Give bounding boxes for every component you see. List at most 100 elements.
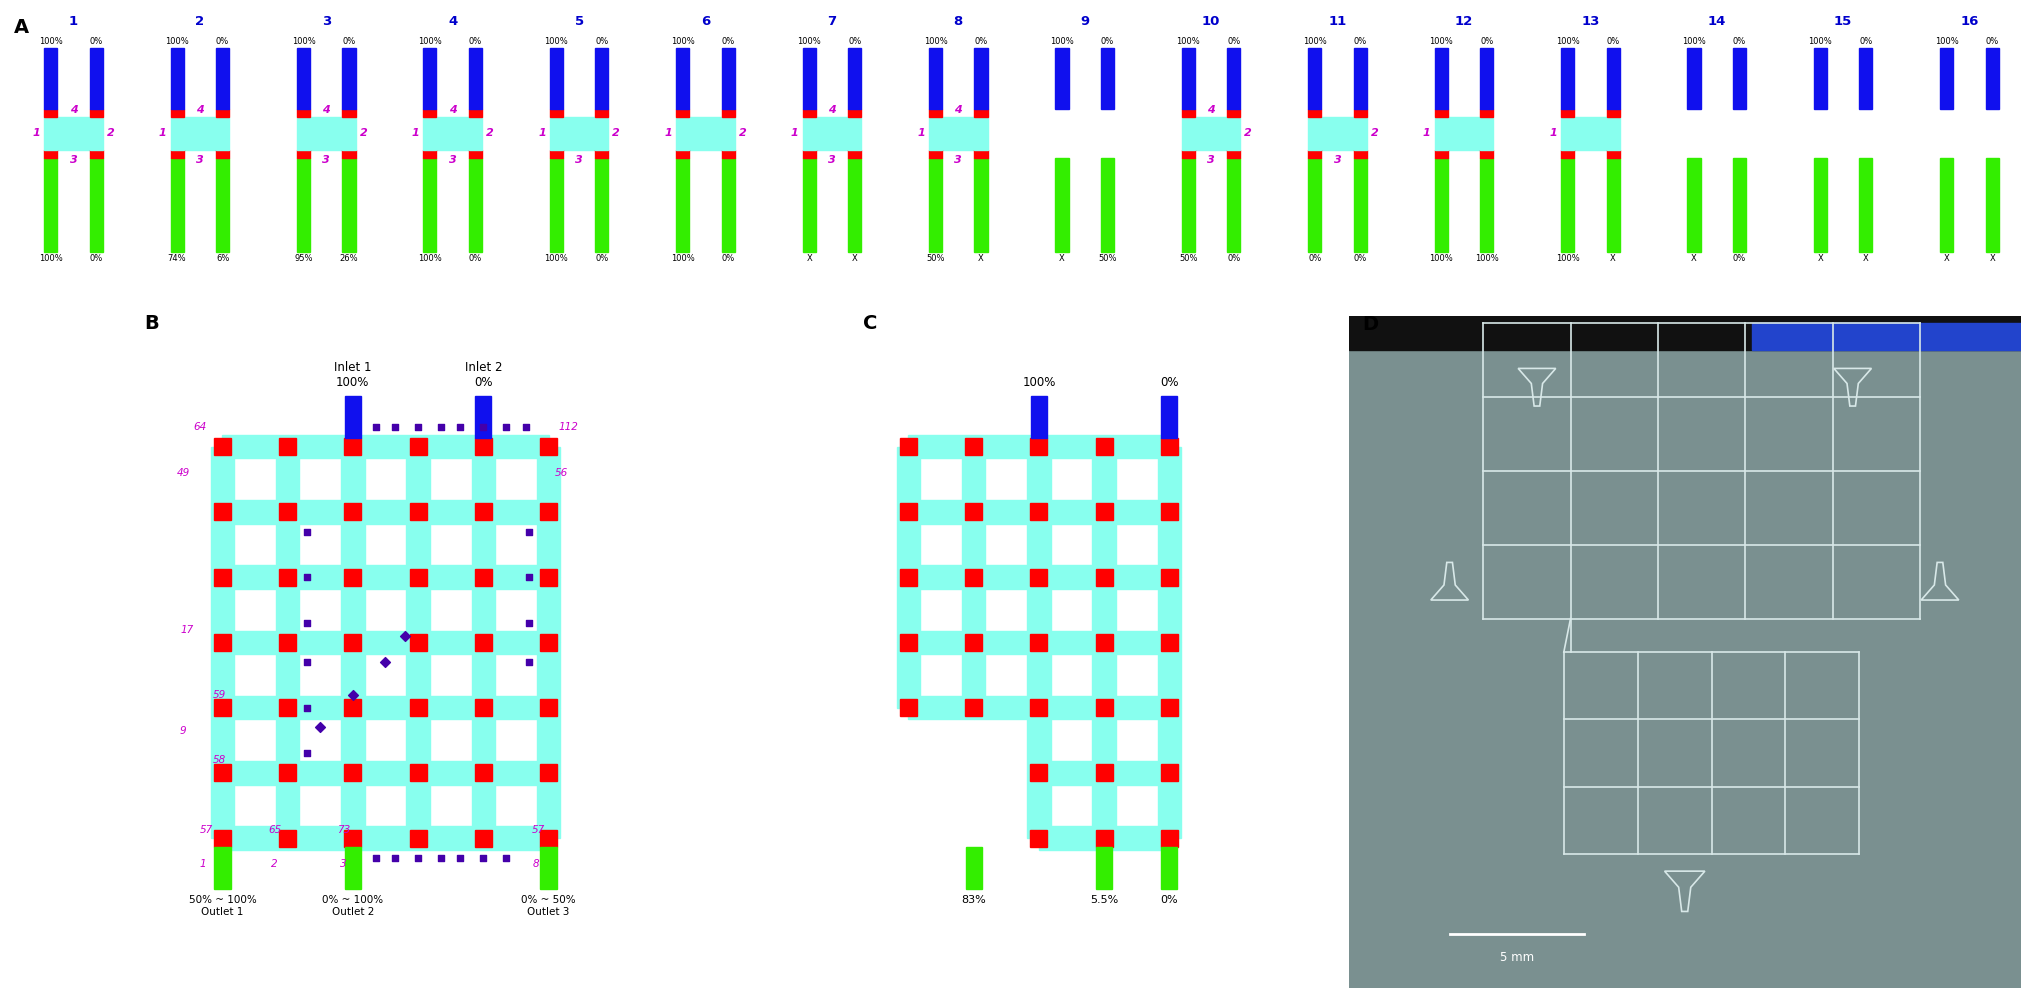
Text: 49: 49	[178, 468, 190, 478]
Text: 4: 4	[827, 105, 836, 115]
FancyBboxPatch shape	[215, 700, 231, 717]
FancyBboxPatch shape	[539, 829, 558, 846]
FancyBboxPatch shape	[407, 447, 429, 512]
FancyBboxPatch shape	[803, 117, 815, 150]
FancyBboxPatch shape	[1228, 109, 1240, 117]
Text: 3: 3	[1207, 156, 1216, 166]
FancyBboxPatch shape	[1101, 48, 1113, 109]
FancyBboxPatch shape	[217, 150, 229, 158]
FancyBboxPatch shape	[964, 634, 983, 651]
Text: Inlet 1
100%: Inlet 1 100%	[335, 361, 372, 389]
FancyBboxPatch shape	[1348, 316, 2021, 350]
Point	[513, 569, 545, 585]
FancyBboxPatch shape	[419, 566, 484, 589]
FancyBboxPatch shape	[311, 117, 343, 150]
FancyBboxPatch shape	[1028, 643, 1050, 708]
FancyBboxPatch shape	[472, 447, 494, 512]
FancyBboxPatch shape	[537, 512, 560, 577]
FancyBboxPatch shape	[1181, 150, 1195, 158]
Text: 11: 11	[1328, 15, 1346, 28]
Text: 1: 1	[1549, 129, 1557, 139]
FancyBboxPatch shape	[223, 761, 288, 784]
FancyBboxPatch shape	[288, 826, 353, 849]
FancyBboxPatch shape	[1322, 117, 1355, 150]
FancyBboxPatch shape	[1434, 117, 1448, 150]
FancyBboxPatch shape	[210, 512, 235, 577]
Text: 2: 2	[740, 129, 746, 139]
Text: 26%: 26%	[339, 254, 358, 263]
Text: B: B	[145, 314, 159, 333]
Point	[360, 419, 392, 435]
FancyBboxPatch shape	[1561, 150, 1575, 158]
Text: 0%: 0%	[1606, 37, 1620, 46]
Text: 1: 1	[917, 129, 925, 139]
FancyBboxPatch shape	[721, 109, 735, 117]
Text: 74%: 74%	[168, 254, 186, 263]
Text: 50%: 50%	[925, 254, 944, 263]
FancyBboxPatch shape	[215, 569, 231, 586]
Text: 3: 3	[339, 859, 347, 869]
Text: 100%: 100%	[419, 254, 441, 263]
Text: 0%: 0%	[343, 37, 355, 46]
FancyBboxPatch shape	[345, 700, 362, 717]
FancyBboxPatch shape	[343, 117, 355, 150]
FancyBboxPatch shape	[423, 109, 437, 117]
FancyBboxPatch shape	[676, 117, 688, 150]
FancyBboxPatch shape	[676, 158, 688, 251]
Text: 2: 2	[1244, 129, 1252, 139]
FancyBboxPatch shape	[215, 764, 231, 781]
Text: 100%: 100%	[1555, 254, 1579, 263]
FancyBboxPatch shape	[407, 577, 429, 643]
FancyBboxPatch shape	[210, 643, 235, 708]
FancyBboxPatch shape	[1732, 48, 1747, 109]
FancyBboxPatch shape	[280, 700, 296, 717]
FancyBboxPatch shape	[472, 577, 494, 643]
FancyBboxPatch shape	[353, 761, 419, 784]
FancyBboxPatch shape	[407, 512, 429, 577]
Text: 100%: 100%	[1475, 254, 1500, 263]
FancyBboxPatch shape	[474, 438, 492, 455]
Point	[360, 849, 392, 865]
FancyBboxPatch shape	[1986, 48, 1998, 109]
FancyBboxPatch shape	[1308, 109, 1322, 117]
FancyBboxPatch shape	[595, 158, 609, 251]
FancyBboxPatch shape	[472, 512, 494, 577]
FancyBboxPatch shape	[901, 503, 917, 520]
FancyBboxPatch shape	[409, 634, 427, 651]
Text: 0%: 0%	[721, 37, 735, 46]
FancyBboxPatch shape	[1181, 109, 1195, 117]
Point	[290, 700, 323, 716]
FancyBboxPatch shape	[215, 634, 231, 651]
Point	[468, 849, 501, 865]
Text: 100%: 100%	[543, 37, 568, 46]
Text: 4: 4	[449, 105, 456, 115]
FancyBboxPatch shape	[409, 438, 427, 455]
FancyBboxPatch shape	[1181, 117, 1195, 150]
Text: 4: 4	[69, 105, 78, 115]
FancyBboxPatch shape	[280, 569, 296, 586]
FancyBboxPatch shape	[676, 48, 688, 109]
Text: 0%: 0%	[217, 37, 229, 46]
FancyBboxPatch shape	[909, 435, 975, 458]
FancyBboxPatch shape	[484, 826, 548, 849]
Text: 5 mm: 5 mm	[1500, 951, 1534, 964]
FancyBboxPatch shape	[1040, 696, 1103, 720]
Text: X: X	[1692, 254, 1698, 263]
FancyBboxPatch shape	[1093, 708, 1115, 772]
FancyBboxPatch shape	[1095, 634, 1113, 651]
FancyBboxPatch shape	[476, 396, 492, 438]
FancyBboxPatch shape	[676, 150, 688, 158]
FancyBboxPatch shape	[803, 48, 815, 109]
FancyBboxPatch shape	[1355, 158, 1367, 251]
FancyBboxPatch shape	[815, 117, 848, 150]
FancyBboxPatch shape	[1160, 503, 1179, 520]
FancyBboxPatch shape	[909, 566, 975, 589]
FancyBboxPatch shape	[1040, 826, 1103, 849]
FancyBboxPatch shape	[1158, 643, 1181, 708]
FancyBboxPatch shape	[1228, 48, 1240, 109]
FancyBboxPatch shape	[170, 158, 184, 251]
FancyBboxPatch shape	[474, 764, 492, 781]
FancyBboxPatch shape	[897, 512, 919, 577]
FancyBboxPatch shape	[975, 435, 1040, 458]
FancyBboxPatch shape	[280, 829, 296, 846]
